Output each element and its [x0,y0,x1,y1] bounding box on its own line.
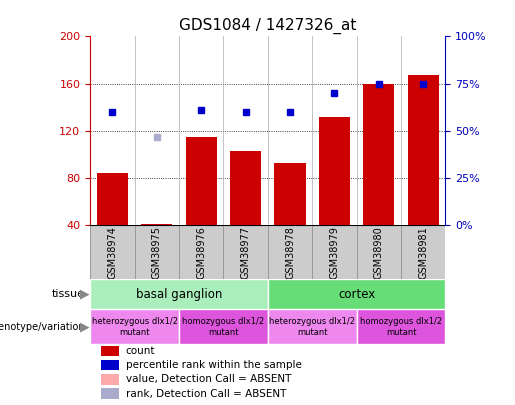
Text: GSM38974: GSM38974 [107,226,117,279]
Bar [90,309,179,344]
Text: GSM38975: GSM38975 [152,226,162,279]
Bar [101,346,118,356]
Bar [356,309,445,344]
Bar [134,226,179,279]
Bar [101,388,118,399]
Bar [224,226,268,279]
Bar [230,151,261,226]
Text: heterozygous dlx1/2
mutant: heterozygous dlx1/2 mutant [92,317,178,337]
Text: GSM38976: GSM38976 [196,226,206,279]
Text: GSM38978: GSM38978 [285,226,295,279]
Bar [179,309,268,344]
Text: genotype/variation: genotype/variation [0,322,85,332]
Bar [274,163,305,226]
Bar [179,226,224,279]
Title: GDS1084 / 1427326_at: GDS1084 / 1427326_at [179,17,356,34]
Text: ▶: ▶ [79,320,89,333]
Bar [319,117,350,226]
Bar [312,226,356,279]
Bar [408,75,439,226]
Text: basal ganglion: basal ganglion [136,288,222,301]
Bar [90,279,268,309]
Bar [101,360,118,370]
Text: tissue: tissue [52,289,85,299]
Text: GSM38977: GSM38977 [241,226,251,279]
Bar [185,137,217,226]
Bar [363,84,394,226]
Text: rank, Detection Call = ABSENT: rank, Detection Call = ABSENT [126,388,286,399]
Bar [268,279,445,309]
Bar [401,226,445,279]
Text: GSM38980: GSM38980 [374,226,384,279]
Bar [268,309,356,344]
Text: homozygous dlx1/2
mutant: homozygous dlx1/2 mutant [360,317,442,337]
Text: homozygous dlx1/2
mutant: homozygous dlx1/2 mutant [182,317,264,337]
Text: count: count [126,346,155,356]
Bar [97,173,128,226]
Text: value, Detection Call = ABSENT: value, Detection Call = ABSENT [126,374,291,384]
Text: percentile rank within the sample: percentile rank within the sample [126,360,302,370]
Text: GSM38979: GSM38979 [330,226,339,279]
Text: cortex: cortex [338,288,375,301]
Bar [141,224,173,226]
Text: heterozygous dlx1/2
mutant: heterozygous dlx1/2 mutant [269,317,355,337]
Bar [101,374,118,384]
Bar [90,226,134,279]
Text: GSM38981: GSM38981 [418,226,428,279]
Bar [356,226,401,279]
Bar [268,226,312,279]
Text: ▶: ▶ [79,288,89,301]
